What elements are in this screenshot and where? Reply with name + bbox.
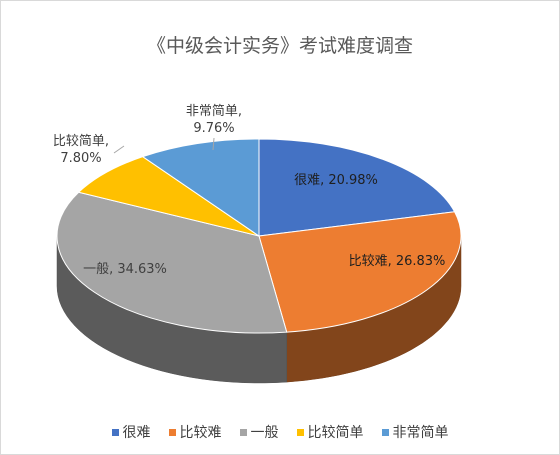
legend-label-easy: 比较简单 bbox=[307, 425, 364, 441]
data-label-average: 一般, 34.63% bbox=[83, 261, 167, 277]
chart-legend: 很难 比较难 一般 比较简单 非常简单 bbox=[1, 422, 559, 442]
pie-tops bbox=[56, 138, 462, 334]
leader-line-very-easy bbox=[212, 137, 215, 151]
pie-data-labels: 很难, 20.98% 比较难, 26.83% 一般, 34.63% 比较简单, 7.80… bbox=[53, 103, 445, 277]
chart-title: 《中级会计实务》考试难度调查 bbox=[146, 35, 413, 57]
pie-slice-easy bbox=[77, 156, 260, 237]
data-label-very-easy: 非常简单, 9.76% bbox=[186, 103, 242, 136]
legend-item-easy: 比较简单 bbox=[296, 422, 364, 442]
legend-label-average: 一般 bbox=[250, 425, 279, 441]
pie-slice-very-hard bbox=[258, 138, 456, 237]
leader-line-easy bbox=[113, 145, 125, 154]
data-label-easy: 比较简单, 7.80% bbox=[53, 133, 109, 166]
data-label-very-hard: 很难, 20.98% bbox=[294, 173, 378, 188]
legend-swatch-very-easy bbox=[381, 428, 389, 436]
legend-item-very-easy: 非常简单 bbox=[381, 422, 449, 442]
pie-slice-average bbox=[56, 191, 288, 334]
pie-slice-hard bbox=[258, 211, 462, 333]
legend-item-hard: 比较难 bbox=[168, 422, 222, 442]
pie-slice-very-easy bbox=[141, 138, 260, 237]
data-label-hard: 比较难, 26.83% bbox=[349, 254, 446, 269]
legend-swatch-hard bbox=[168, 428, 176, 436]
legend-swatch-easy bbox=[296, 428, 304, 436]
legend-label-very-hard: 很难 bbox=[122, 425, 151, 441]
legend-label-hard: 比较难 bbox=[179, 425, 222, 441]
legend-swatch-very-hard bbox=[111, 428, 119, 436]
legend-swatch-average bbox=[239, 428, 247, 436]
legend-item-average: 一般 bbox=[239, 422, 279, 442]
legend-label-very-easy: 非常简单 bbox=[392, 425, 449, 441]
legend-item-very-hard: 很难 bbox=[111, 422, 151, 442]
